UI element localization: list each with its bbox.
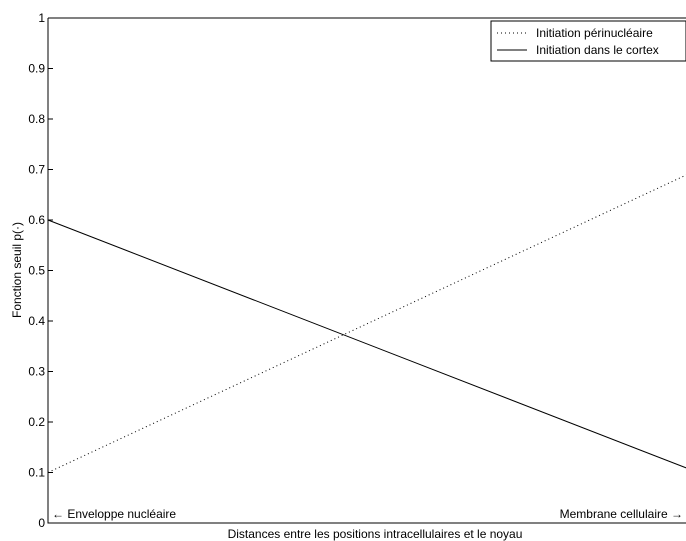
legend-label-cortex: Initiation dans le cortex bbox=[536, 43, 659, 57]
y-tick-label: 0.2 bbox=[28, 415, 45, 429]
legend-box bbox=[490, 20, 686, 62]
y-tick-label: 0.8 bbox=[28, 112, 45, 126]
legend: Initiation périnucléaire Initiation dans… bbox=[490, 20, 686, 62]
x-axis-label: Distances entre les positions intracellu… bbox=[228, 527, 523, 541]
y-tick-label: 0.4 bbox=[28, 314, 45, 328]
y-axis: 0 0.1 0.2 0.3 0.4 0.5 0.6 0.7 0.8 0.9 1 bbox=[28, 11, 53, 530]
legend-label-perinuclear: Initiation périnucléaire bbox=[536, 26, 653, 40]
annotation-right: Membrane cellulaire → bbox=[560, 507, 683, 521]
y-tick-label: 1 bbox=[38, 11, 45, 25]
series-line-cortex bbox=[47, 219, 686, 469]
y-tick-label: 0.5 bbox=[28, 264, 45, 278]
plot-background bbox=[48, 18, 686, 523]
y-tick-label: 0 bbox=[38, 516, 45, 530]
y-tick-label: 0.9 bbox=[28, 62, 45, 76]
y-tick-label: 0.1 bbox=[28, 466, 45, 480]
y-axis-label: Fonction seuil p(·) bbox=[10, 222, 24, 318]
y-tick-label: 0.6 bbox=[28, 213, 45, 227]
annotation-left: ← Enveloppe nucléaire bbox=[52, 507, 176, 521]
y-tick-label: 0.3 bbox=[28, 365, 45, 379]
y-tick-label: 0.7 bbox=[28, 163, 45, 177]
series-layer bbox=[47, 174, 686, 473]
